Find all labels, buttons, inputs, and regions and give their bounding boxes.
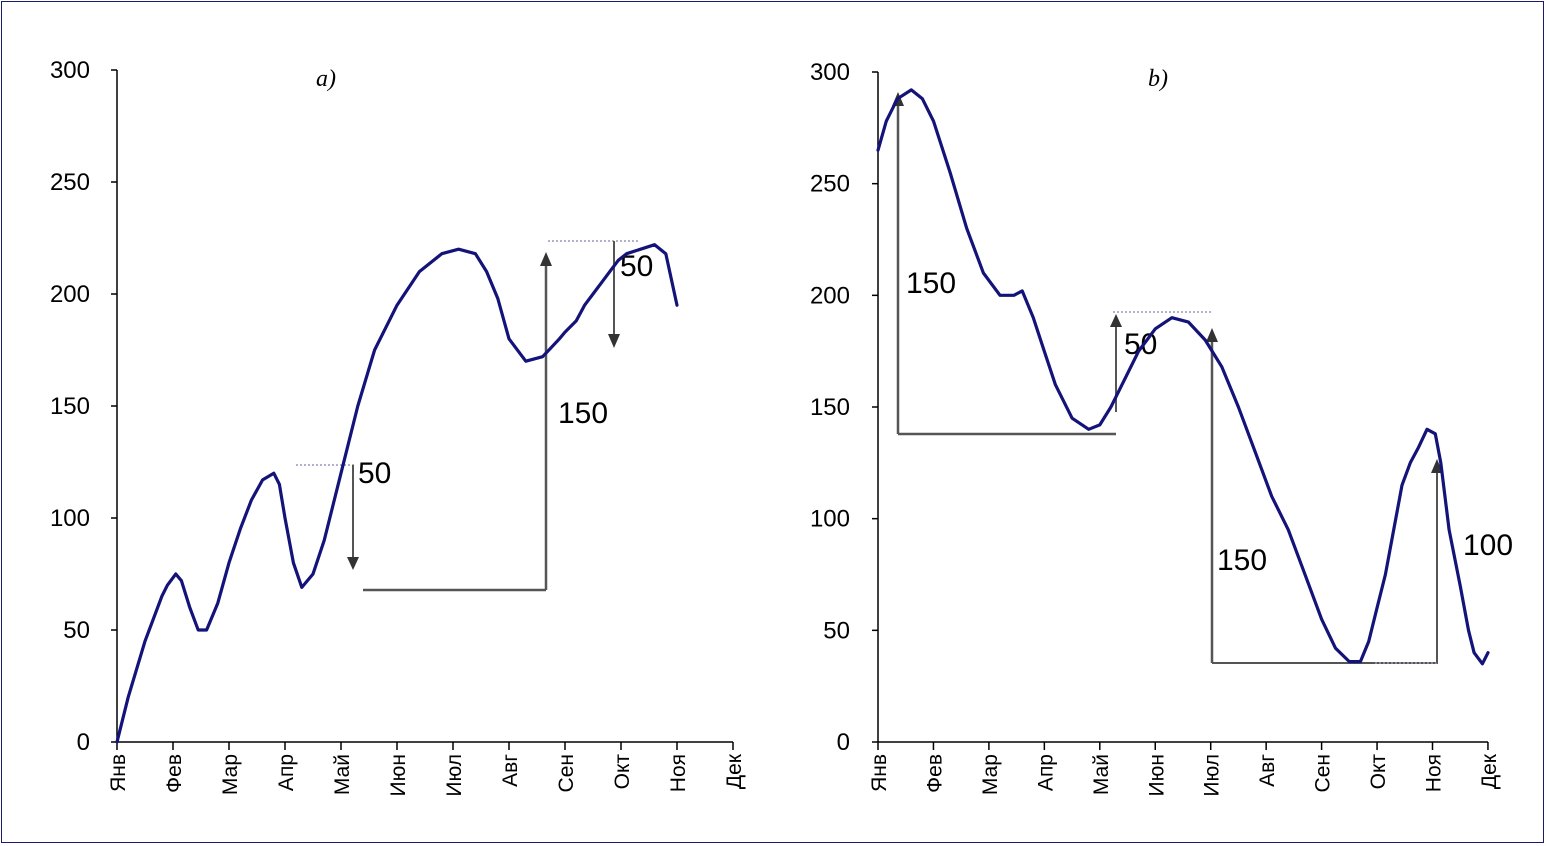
chart-a-arrowhead-3 <box>608 334 620 348</box>
chart-a-series-line <box>115 243 679 744</box>
chart-b-y-ticks: 0 50 100 150 200 250 300 <box>810 59 878 756</box>
chart-b-ytick-label: 200 <box>810 282 850 309</box>
chart-b-xtick-label: Июн <box>1145 754 1168 796</box>
chart-b-x-ticks: Янв Фев Мар Апр Май Июн Июл Авг Сен Окт Ноя Дек <box>868 742 1501 797</box>
chart-b-xtick-label: Сен <box>1312 754 1335 792</box>
chart-b-arrowhead-3 <box>1206 328 1218 342</box>
chart-a-annotations: 50 150 50 <box>296 240 653 592</box>
chart-b-xtick-label: Янв <box>868 754 891 792</box>
chart-b-series-line <box>876 88 1490 666</box>
chart-a-xtick-label: Мар <box>219 754 242 795</box>
chart-a-xtick-label: Авг <box>499 754 522 787</box>
chart-b-annotation-3: 150 <box>1217 544 1267 577</box>
chart-b-annotation-4: 100 <box>1463 529 1513 562</box>
chart-b-xtick-label: Ноя <box>1423 754 1446 792</box>
chart-b-xtick-label: Май <box>1090 754 1113 795</box>
chart-b-ytick-label: 0 <box>837 729 850 756</box>
chart-b-ytick-label: 250 <box>810 171 850 198</box>
chart-a-xtick-label: Июн <box>387 754 410 796</box>
chart-b-xtick-label: Фев <box>923 754 946 793</box>
chart-a-xtick-label: Май <box>331 754 354 795</box>
chart-a-annotation-2: 150 <box>558 397 608 430</box>
chart-b-xtick-label: Окт <box>1367 754 1390 790</box>
chart-b-xtick-label: Апр <box>1034 754 1057 791</box>
chart-a-arrowhead-1 <box>347 557 359 570</box>
chart-a-xtick-label: Фев <box>163 754 186 793</box>
chart-b-ytick-label: 50 <box>823 617 850 644</box>
chart-a-ytick-label: 150 <box>50 393 90 420</box>
chart-a-annotation-1: 50 <box>358 457 391 490</box>
chart-a-ytick-label: 0 <box>77 729 90 756</box>
chart-a-xtick-label: Ноя <box>667 754 690 792</box>
chart-b-arrowhead-4 <box>1431 459 1443 473</box>
chart-a-xtick-label: Апр <box>275 754 298 791</box>
chart-a-y-ticks: 0 50 100 150 200 250 300 <box>50 57 117 756</box>
chart-a-x-ticks: Янв Фев Мар Апр Май Июн Июл Авг Сен Окт Ноя Дек <box>107 742 746 797</box>
chart-b-xtick-label: Мар <box>979 754 1002 795</box>
chart-a-ytick-label: 250 <box>50 169 90 196</box>
chart-a: a) 0 50 100 150 200 250 300 Янв Фев Мар Апр Май Июн… <box>50 57 746 797</box>
chart-a-ytick-label: 200 <box>50 281 90 308</box>
chart-b-ytick-label: 150 <box>810 394 850 421</box>
chart-b-xtick-label: Авг <box>1256 754 1279 787</box>
chart-b: b) 0 50 100 150 200 250 300 Янв Фев Мар Апр Май Июн… <box>810 59 1513 797</box>
chart-b-xtick-label: Июл <box>1201 754 1224 797</box>
chart-a-title: a) <box>316 66 336 92</box>
chart-b-ytick-label: 100 <box>810 506 850 533</box>
chart-a-xtick-label: Дек <box>723 753 746 789</box>
chart-a-arrowhead-2 <box>540 252 552 266</box>
chart-a-xtick-label: Окт <box>611 754 634 790</box>
chart-a-ytick-label: 300 <box>50 57 90 84</box>
chart-b-arrowhead-2 <box>1110 314 1122 327</box>
chart-b-annotation-1: 150 <box>906 267 956 300</box>
chart-b-xtick-label: Дек <box>1478 753 1501 789</box>
chart-a-xtick-label: Янв <box>107 754 130 792</box>
chart-a-ytick-label: 100 <box>50 505 90 532</box>
chart-a-xtick-label: Июл <box>443 754 466 797</box>
chart-b-title: b) <box>1148 66 1168 92</box>
chart-b-ytick-label: 300 <box>810 59 850 86</box>
chart-b-annotations: 150 50 150 100 <box>892 92 1513 664</box>
chart-a-ytick-label: 50 <box>63 617 90 644</box>
chart-a-xtick-label: Сен <box>555 754 578 792</box>
